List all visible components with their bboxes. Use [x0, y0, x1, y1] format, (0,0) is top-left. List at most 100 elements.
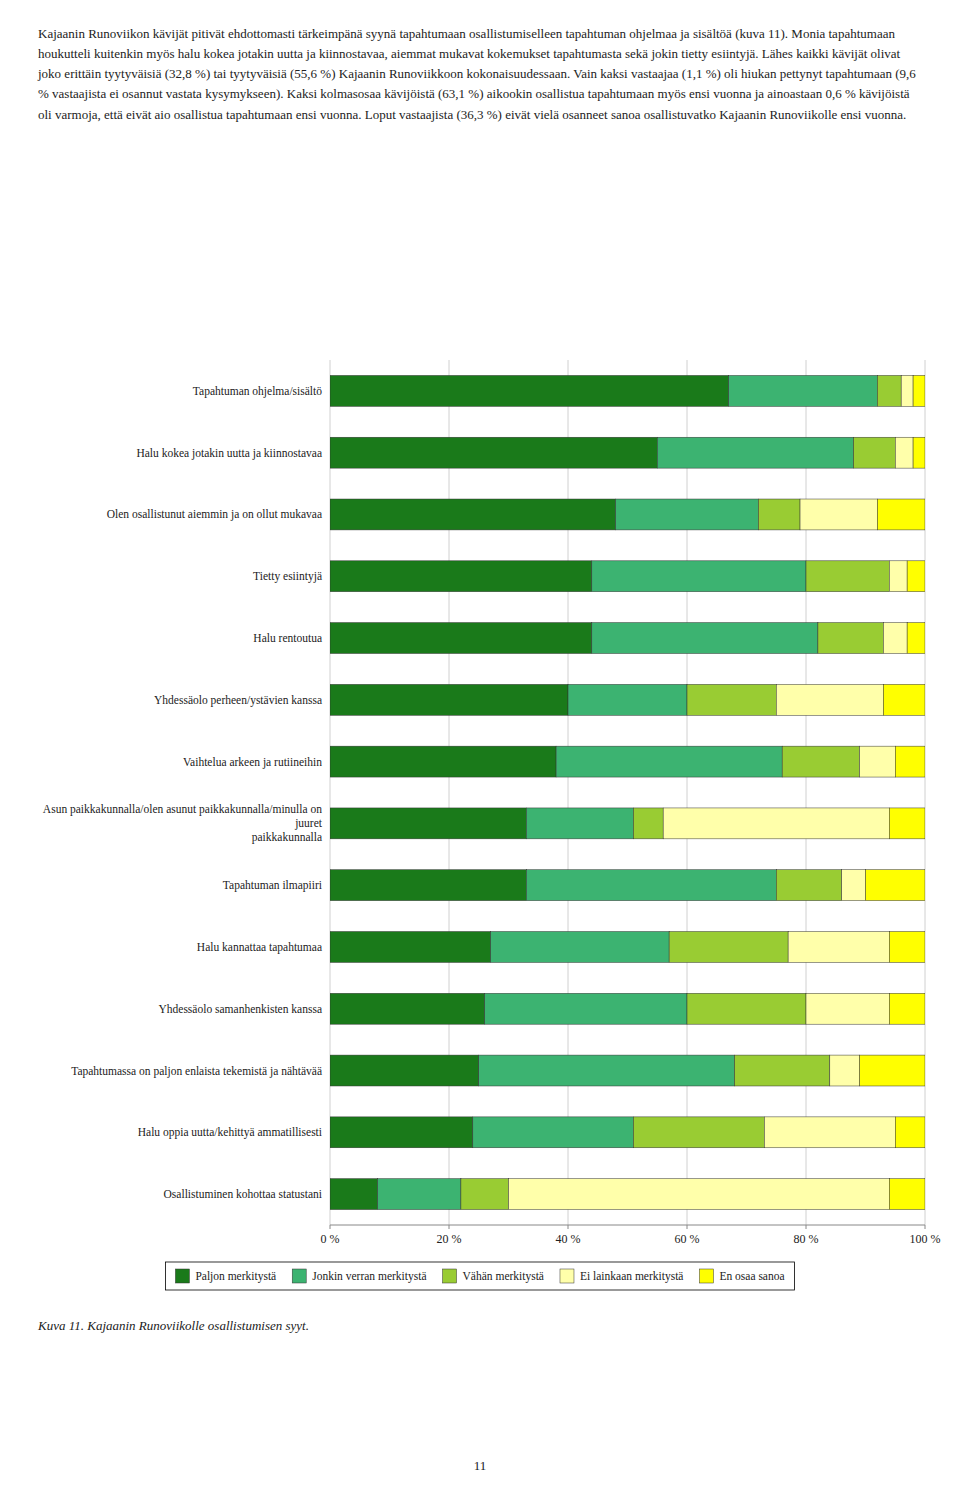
bar-segment[interactable]	[330, 1055, 479, 1086]
bar-segment[interactable]	[556, 746, 782, 777]
legend-label: Ei lainkaan merkitystä	[580, 1270, 683, 1283]
bar-segment[interactable]	[330, 993, 485, 1024]
bar-segment[interactable]	[687, 684, 776, 715]
bar-segment[interactable]	[330, 1117, 473, 1148]
bar-segment[interactable]	[895, 1117, 925, 1148]
bar-segment[interactable]	[330, 746, 556, 777]
bar-segment[interactable]	[669, 932, 788, 963]
bar-segment[interactable]	[526, 808, 633, 839]
bar-segment[interactable]	[330, 684, 568, 715]
category-label: Tietty esiintyjä	[253, 570, 322, 583]
bar-segment[interactable]	[913, 375, 925, 406]
category-label: Halu rentoutua	[253, 632, 322, 644]
bar-segment[interactable]	[479, 1055, 735, 1086]
bar-segment[interactable]	[473, 1117, 634, 1148]
tick	[925, 1225, 926, 1229]
bar-segment[interactable]	[883, 623, 907, 654]
tick	[687, 1225, 688, 1229]
y-axis: Tapahtuman ohjelma/sisältöHalu kokea jot…	[43, 385, 323, 1200]
category-label: Vaihtelua arkeen ja rutiineihin	[183, 756, 322, 769]
bar-segment[interactable]	[806, 561, 889, 592]
bar-segment[interactable]	[889, 993, 925, 1024]
grid-line	[330, 360, 331, 1225]
bar-segment[interactable]	[758, 499, 800, 530]
bar-segment[interactable]	[788, 932, 889, 963]
bar-segment[interactable]	[330, 437, 657, 468]
tick	[806, 1225, 807, 1229]
bar-segment[interactable]	[860, 746, 896, 777]
bar-segment[interactable]	[526, 870, 776, 901]
bar-segment[interactable]	[860, 1055, 925, 1086]
category-label: Tapahtuman ilmapiiri	[223, 879, 322, 892]
bar-segment[interactable]	[764, 1117, 895, 1148]
bar-segment[interactable]	[663, 808, 889, 839]
bar-segment[interactable]	[889, 561, 907, 592]
bar-segment[interactable]	[782, 746, 859, 777]
tick	[330, 1225, 331, 1229]
bar-segment[interactable]	[592, 623, 818, 654]
bar-segment[interactable]	[330, 870, 526, 901]
bar-segment[interactable]	[729, 375, 878, 406]
bar-segment[interactable]	[877, 375, 901, 406]
tick-label: 40 %	[556, 1232, 581, 1246]
bar-segment[interactable]	[877, 499, 925, 530]
bar-segment[interactable]	[889, 808, 925, 839]
bar-segment[interactable]	[657, 437, 853, 468]
bar-segment[interactable]	[889, 932, 925, 963]
bar-segment[interactable]	[735, 1055, 830, 1086]
bar-segment[interactable]	[913, 437, 925, 468]
bar-segment[interactable]	[491, 932, 670, 963]
grid-line	[806, 360, 807, 1225]
category-label: Yhdessäolo samanhenkisten kanssa	[158, 1003, 322, 1015]
legend-label: Jonkin verran merkitystä	[312, 1270, 426, 1283]
bar-segment[interactable]	[776, 684, 883, 715]
grid	[330, 360, 925, 1225]
bar-segment[interactable]	[901, 375, 913, 406]
tick	[568, 1225, 569, 1229]
bar-segment[interactable]	[330, 1179, 378, 1210]
category-label: Tapahtuman ohjelma/sisältö	[193, 385, 322, 398]
bar-segment[interactable]	[889, 1179, 925, 1210]
bar-segment[interactable]	[687, 993, 806, 1024]
grid-line	[568, 360, 569, 1225]
category-label: Tapahtumassa on paljon enlaista tekemist…	[71, 1065, 322, 1078]
bar-segment[interactable]	[616, 499, 759, 530]
legend-label: Vähän merkitystä	[463, 1270, 544, 1283]
bar-segment[interactable]	[895, 746, 925, 777]
bar-segment[interactable]	[461, 1179, 509, 1210]
bar-segment[interactable]	[866, 870, 926, 901]
tick	[449, 1225, 450, 1229]
series	[860, 375, 925, 1209]
bar-segment[interactable]	[842, 870, 866, 901]
bar-segment[interactable]	[330, 561, 592, 592]
bar-segment[interactable]	[330, 623, 592, 654]
category-label: Osallistuminen kohottaa statustani	[164, 1188, 322, 1200]
bar-segment[interactable]	[818, 623, 883, 654]
bar-segment[interactable]	[776, 870, 841, 901]
bar-segment[interactable]	[800, 499, 877, 530]
bar-segment[interactable]	[568, 684, 687, 715]
bar-segment[interactable]	[907, 623, 925, 654]
bar-segment[interactable]	[330, 808, 526, 839]
bar-segment[interactable]	[830, 1055, 860, 1086]
bar-segment[interactable]	[330, 375, 729, 406]
bar-segment[interactable]	[509, 1179, 890, 1210]
series	[509, 375, 914, 1209]
bar-segment[interactable]	[806, 993, 889, 1024]
bar-segment[interactable]	[907, 561, 925, 592]
bar-segment[interactable]	[633, 808, 663, 839]
bar-segment[interactable]	[592, 561, 806, 592]
bar-segment[interactable]	[378, 1179, 461, 1210]
bar-segment[interactable]	[854, 437, 896, 468]
tick-label: 0 %	[321, 1232, 340, 1246]
page-number: 11	[474, 1458, 487, 1473]
bar-segment[interactable]	[485, 993, 687, 1024]
tick-label: 100 %	[910, 1232, 941, 1246]
bar-segment[interactable]	[330, 932, 491, 963]
bar-segment[interactable]	[895, 437, 913, 468]
bar-segment[interactable]	[330, 499, 616, 530]
category-label: Olen osallistunut aiemmin ja on ollut mu…	[107, 508, 322, 521]
bar-segment[interactable]	[883, 684, 925, 715]
bar-segment[interactable]	[633, 1117, 764, 1148]
grid-line	[687, 360, 688, 1225]
